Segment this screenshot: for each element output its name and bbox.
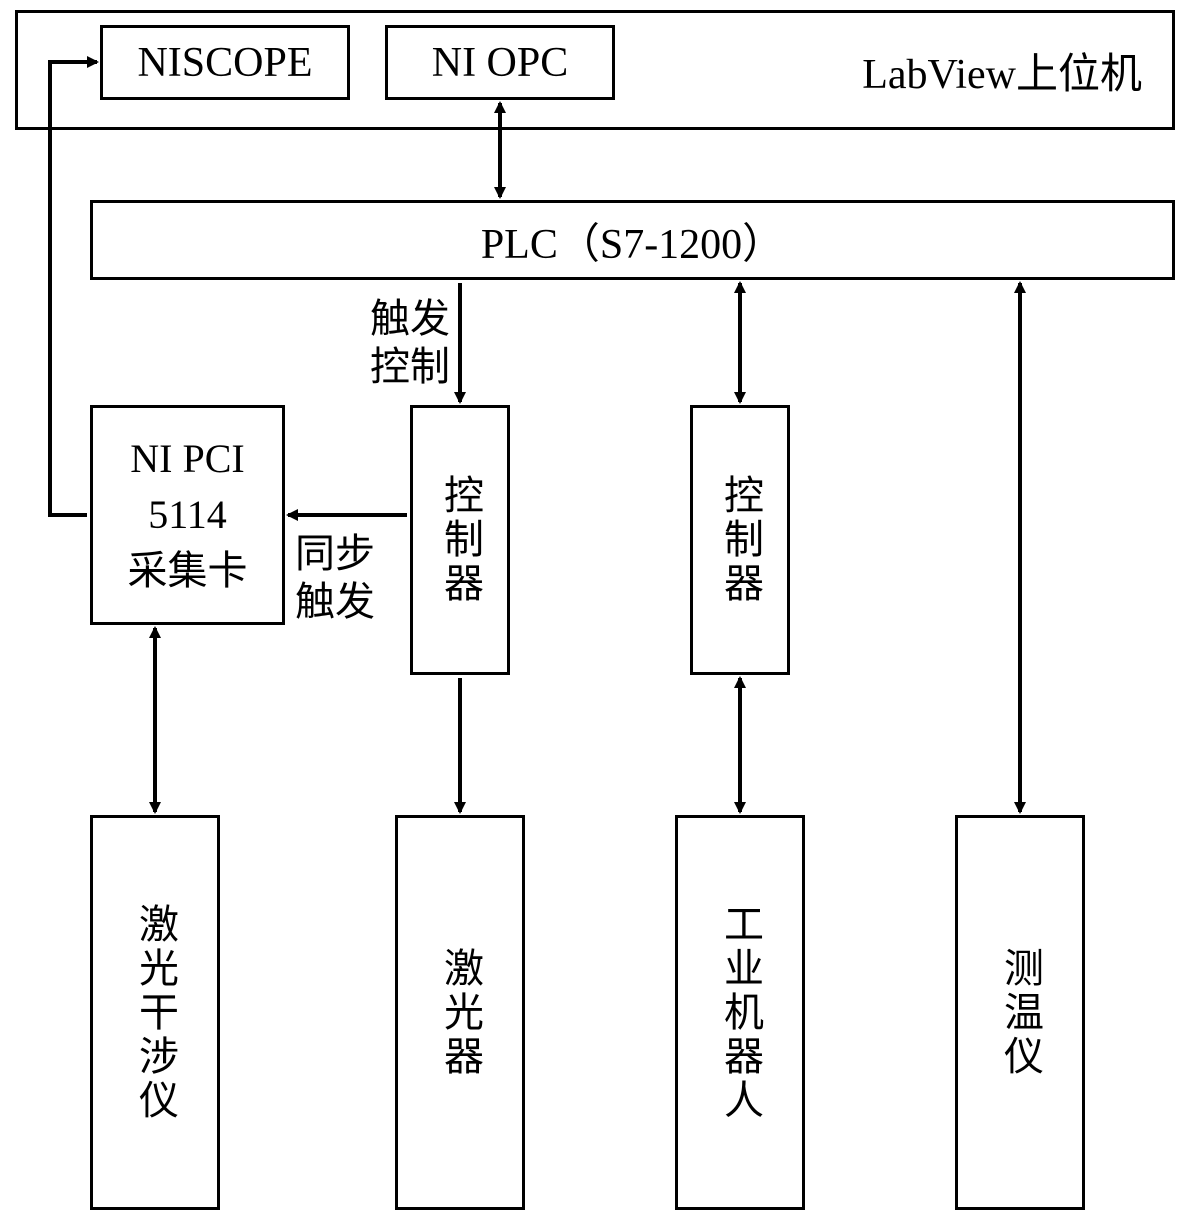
trigger-control-line1: 触发 <box>370 295 450 343</box>
nipci-label-3: 采集卡 <box>128 543 248 599</box>
niscope-label: NISCOPE <box>137 39 312 87</box>
robot-label: 工业机器人 <box>710 903 770 1123</box>
niscope-box: NISCOPE <box>100 25 350 100</box>
labview-host-label: LabView上位机 <box>862 40 1142 101</box>
laser-box: 激光器 <box>395 815 525 1210</box>
laser-interferometer-label: 激光干涉仪 <box>125 903 185 1123</box>
controller1-label: 控制器 <box>431 474 489 606</box>
sync-trigger-line1: 同步 <box>295 530 375 578</box>
thermometer-box: 测温仪 <box>955 815 1085 1210</box>
niopc-box: NI OPC <box>385 25 615 100</box>
nipci-label-2: 5114 <box>148 487 227 543</box>
thermometer-label: 测温仪 <box>990 947 1050 1079</box>
laser-label: 激光器 <box>430 947 490 1079</box>
niopc-label: NI OPC <box>432 39 569 87</box>
nipci-box: NI PCI 5114 采集卡 <box>90 405 285 625</box>
controller2-box: 控制器 <box>690 405 790 675</box>
sync-trigger-line2: 触发 <box>295 578 375 626</box>
plc-box: PLC（S7-1200） <box>90 200 1175 280</box>
laser-interferometer-box: 激光干涉仪 <box>90 815 220 1210</box>
trigger-control-line2: 控制 <box>370 343 450 391</box>
nipci-label-1: NI PCI <box>130 431 244 487</box>
plc-label: PLC（S7-1200） <box>481 210 784 271</box>
controller2-label: 控制器 <box>711 474 769 606</box>
controller1-box: 控制器 <box>410 405 510 675</box>
trigger-control-label: 触发 控制 <box>370 295 450 391</box>
sync-trigger-label: 同步 触发 <box>295 530 375 626</box>
robot-box: 工业机器人 <box>675 815 805 1210</box>
